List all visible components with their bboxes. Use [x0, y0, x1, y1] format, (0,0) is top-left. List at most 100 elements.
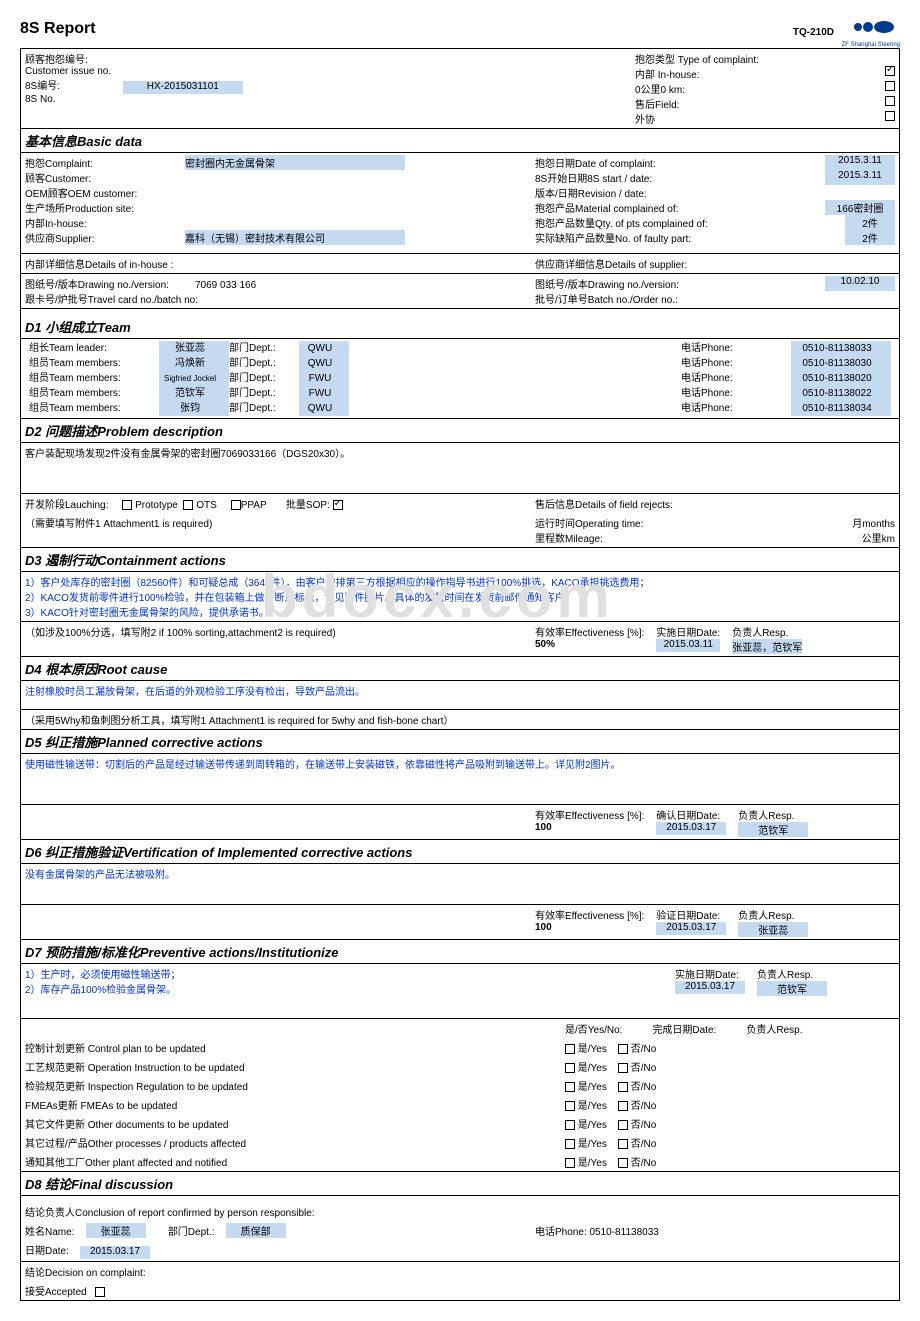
complete-date-label: 完成日期Date:	[652, 1021, 716, 1036]
d7-l2: 2）库存产品100%检验金属骨架。	[25, 981, 675, 996]
d1-row: 组员Team members: 张钧 部门Dept.: QWU 电话Phone:…	[25, 401, 895, 416]
basic-title: 基本信息Basic data	[21, 129, 899, 153]
proto-checkbox[interactable]	[122, 500, 132, 510]
d7-yes-checkbox[interactable]	[565, 1139, 575, 1149]
ppap-checkbox[interactable]	[231, 500, 241, 510]
out-label: 外协	[635, 111, 655, 126]
s8no-label: 8S编号:	[25, 81, 60, 92]
d1-dept-value: FWU	[299, 386, 349, 401]
km-label: 公里km	[852, 530, 895, 545]
d1-dept-label: 部门Dept.:	[229, 386, 299, 401]
d1-role: 组长Team leader:	[29, 341, 159, 356]
d8-phone-label: 电话Phone:	[535, 1227, 587, 1238]
date-complaint-value: 2015.3.11	[825, 155, 895, 170]
inhouse-checkbox[interactable]	[885, 66, 895, 76]
date-complaint-label: 抱怨日期Date of complaint:	[535, 155, 825, 170]
d7-yes-checkbox[interactable]	[565, 1120, 575, 1130]
d7-yes-label: 是/Yes	[578, 1044, 607, 1055]
d5-eff-value: 100	[535, 822, 644, 833]
d7-no-checkbox[interactable]	[618, 1158, 628, 1168]
d1-name: 冯焕新	[159, 356, 229, 371]
d7-no-checkbox[interactable]	[618, 1139, 628, 1149]
d1-title: D1 小组成立Team	[21, 315, 899, 339]
d6-date-label: 验证日期Date:	[656, 907, 726, 922]
resp2-label: 负责人Resp.	[746, 1021, 802, 1036]
d5-title: D5 纠正措施Planned corrective actions	[21, 730, 899, 754]
zerokm-checkbox[interactable]	[885, 81, 895, 91]
d7-yes-checkbox[interactable]	[565, 1063, 575, 1073]
d7-item-row: 其它文件更新 Other documents to be updated 是/Y…	[21, 1114, 899, 1133]
d3-l2: 2）KACO发货前零件进行100%检验，并在包装箱上做好断点标识，详见附件图片。…	[25, 589, 895, 604]
d1-role: 组员Team members:	[29, 401, 159, 416]
drawing2-value: 10.02.10	[825, 276, 895, 291]
d7-l1: 1）生产时，必须使用磁性输送带；	[25, 966, 675, 981]
d7-item-row: 检验规范更新 Inspection Regulation to be updat…	[21, 1076, 899, 1095]
d7-yes-label: 是/Yes	[578, 1158, 607, 1169]
d7-yes-checkbox[interactable]	[565, 1101, 575, 1111]
supplier-label: 供应商Supplier:	[25, 230, 185, 245]
start-date-label: 8S开始日期8S start / date:	[535, 170, 825, 185]
complaint-label: 抱怨Complaint:	[25, 155, 185, 170]
customer-label: 顾客Customer:	[25, 170, 535, 185]
d6-eff-value: 100	[535, 922, 644, 933]
d4-title: D4 根本原因Root cause	[21, 657, 899, 681]
d7-yes-checkbox[interactable]	[565, 1044, 575, 1054]
supplier-details-title: 供应商详细信息Details of supplier:	[535, 256, 895, 271]
d7-item-row: 其它过程/产品Other processes / products affect…	[21, 1133, 899, 1152]
complaint-type-label: 抱怨类型 Type of complaint:	[635, 51, 895, 66]
drawing2-label: 图纸号/版本Drawing no./version:	[535, 276, 825, 291]
d1-dept-value: QWU	[299, 356, 349, 371]
d7-no-checkbox[interactable]	[618, 1120, 628, 1130]
d7-date-value: 2015.03.17	[675, 981, 745, 994]
d1-phone-label: 电话Phone:	[681, 386, 791, 401]
d7-no-checkbox[interactable]	[618, 1063, 628, 1073]
d3-note: （如涉及100%分选，填写附2 if 100% sorting,attachme…	[25, 624, 336, 654]
d7-item-row: FMEAs更新 FMEAs to be updated 是/Yes 否/No	[21, 1095, 899, 1114]
faulty-label: 实际缺陷产品数量No. of faulty part:	[535, 230, 845, 245]
d3-l3: 3）KACO针对密封圈无金属骨架的风险，提供承诺书。	[25, 604, 895, 619]
d7-no-label: 否/No	[631, 1139, 657, 1150]
report-title: 8S Report	[20, 20, 96, 38]
d7-yes-label: 是/Yes	[578, 1120, 607, 1131]
d7-yes-checkbox[interactable]	[565, 1158, 575, 1168]
d7-no-checkbox[interactable]	[618, 1044, 628, 1054]
d6-eff-label: 有效率Effectiveness [%]:	[535, 907, 644, 922]
d1-phone-value: 0510-81138020	[791, 371, 891, 386]
d3-title: D3 遏制行动Containment actions	[21, 548, 899, 572]
ots-checkbox[interactable]	[183, 500, 193, 510]
out-checkbox[interactable]	[885, 111, 895, 121]
d1-dept-value: QWU	[299, 341, 349, 356]
qty-value: 2件	[845, 215, 895, 230]
accepted-checkbox[interactable]	[95, 1287, 105, 1297]
d1-dept-label: 部门Dept.:	[229, 371, 299, 386]
sop-checkbox[interactable]	[333, 500, 343, 510]
d7-yes-checkbox[interactable]	[565, 1082, 575, 1092]
d7-date-label: 实施日期Date:	[675, 966, 745, 981]
d6-desc: 没有金属骨架的产品无法被吸附。	[21, 864, 899, 904]
sop-label: 批量SOP:	[286, 500, 330, 511]
d5-eff-label: 有效率Effectiveness [%]:	[535, 807, 644, 822]
d5-date-label: 确认日期Date:	[656, 807, 726, 822]
batch-label: 批号/订单号Batch no./Order no.:	[535, 291, 895, 306]
d3-eff-label: 有效率Effectiveness [%]:	[535, 624, 644, 639]
d3-resp-value: 张亚蕊，范钦军	[732, 639, 802, 654]
att-note: （需要填写附件1 Attachment1 is required)	[25, 515, 212, 545]
d8-date-label: 日期Date:	[25, 1246, 69, 1257]
d7-no-label: 否/No	[631, 1120, 657, 1131]
d6-date-value: 2015.03.17	[656, 922, 726, 935]
d1-role: 组员Team members:	[29, 356, 159, 371]
field-checkbox[interactable]	[885, 96, 895, 106]
doc-code: TQ-210D	[793, 27, 834, 38]
s8no-value: HX-2015031101	[123, 81, 243, 94]
d8-dept-value: 质保部	[226, 1223, 286, 1238]
d1-phone-label: 电话Phone:	[681, 341, 791, 356]
d8-name-label: 姓名Name:	[25, 1227, 74, 1238]
field-label: 售后Field:	[635, 96, 679, 111]
accepted-label: 接受Accepted	[25, 1287, 87, 1298]
d1-phone-value: 0510-81138030	[791, 356, 891, 371]
d7-no-checkbox[interactable]	[618, 1101, 628, 1111]
d7-item-row: 通知其他工厂Other plant affected and notified …	[21, 1152, 899, 1171]
d7-title: D7 预防措施/标准化Preventive actions/Institutio…	[21, 940, 899, 964]
d1-dept-value: FWU	[299, 371, 349, 386]
d7-no-checkbox[interactable]	[618, 1082, 628, 1092]
